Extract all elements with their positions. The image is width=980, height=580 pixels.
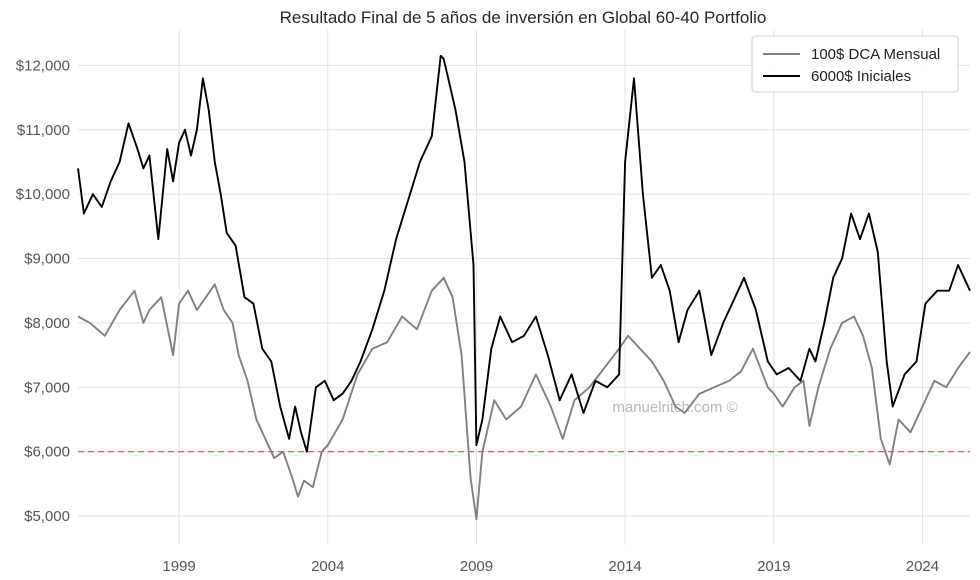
y-tick-label: $9,000 bbox=[24, 251, 70, 268]
legend-box bbox=[751, 35, 959, 93]
series-line-dca bbox=[77, 276, 971, 521]
legend: 100$ DCA Mensual 6000$ Iniciales bbox=[751, 35, 959, 93]
x-tick-label: 2024 bbox=[906, 558, 939, 575]
y-tick-label: $10,000 bbox=[16, 186, 70, 203]
legend-label-lump-sum: 6000$ Iniciales bbox=[811, 68, 911, 85]
y-tick-label: $11,000 bbox=[17, 122, 70, 139]
legend-label-dca: 100$ DCA Mensual bbox=[811, 46, 940, 63]
y-tick-label: $5,000 bbox=[24, 508, 70, 525]
series-line-lump-sum bbox=[77, 54, 971, 453]
watermark: manuelritch.com © bbox=[612, 399, 737, 416]
grid-lines bbox=[78, 30, 970, 545]
x-tick-label: 2004 bbox=[311, 558, 344, 575]
axis-ticks: $5,000 $6,000 $7,000 $8,000 $9,000 $10,000 $11… bbox=[16, 57, 939, 575]
series-group bbox=[77, 54, 971, 521]
chart-title: Resultado Final de 5 años de inversión e… bbox=[280, 8, 767, 27]
x-tick-label: 2014 bbox=[608, 558, 641, 575]
x-tick-label: 1999 bbox=[162, 558, 195, 575]
y-tick-label: $7,000 bbox=[24, 379, 70, 396]
y-tick-label: $6,000 bbox=[24, 444, 70, 461]
x-tick-label: 2019 bbox=[757, 558, 790, 575]
y-tick-label: $8,000 bbox=[24, 315, 70, 332]
y-tick-label: $12,000 bbox=[16, 57, 70, 74]
x-tick-label: 2009 bbox=[460, 558, 493, 575]
